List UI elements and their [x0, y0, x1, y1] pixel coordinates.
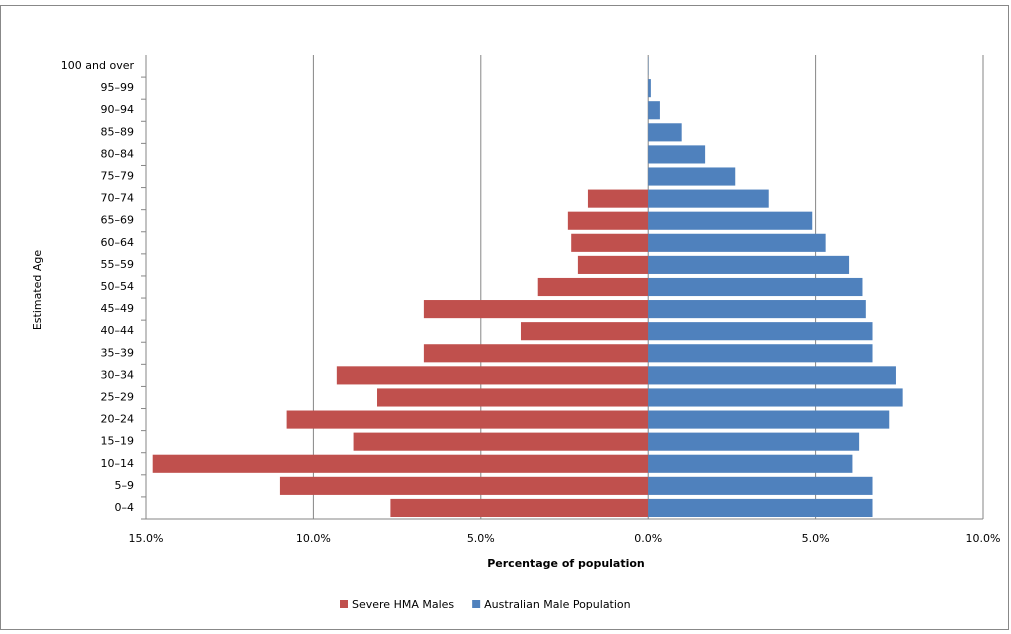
bar — [648, 278, 862, 296]
bar — [648, 212, 812, 230]
y-tick-label: 95–99 — [101, 81, 135, 94]
y-tick-label: 50–54 — [101, 280, 135, 293]
bar — [648, 366, 896, 384]
bar — [538, 278, 648, 296]
bar — [648, 455, 852, 473]
bar — [424, 300, 648, 318]
bar — [287, 411, 649, 429]
y-tick-label: 70–74 — [101, 192, 135, 205]
x-tick-label: 5.0% — [467, 532, 495, 545]
bar — [588, 190, 648, 208]
y-tick-label: 65–69 — [101, 214, 135, 227]
legend-label: Australian Male Population — [484, 598, 630, 611]
y-tick-label: 10–14 — [101, 457, 135, 470]
x-tick-label: 5.0% — [802, 532, 830, 545]
y-tick-label: 55–59 — [101, 258, 135, 271]
y-tick-label: 60–64 — [101, 236, 135, 249]
bar — [648, 411, 889, 429]
bar — [648, 190, 769, 208]
bar — [648, 499, 872, 517]
bar — [648, 79, 651, 97]
bar — [648, 322, 872, 340]
x-tick-label: 10.0% — [966, 532, 1001, 545]
y-tick-label: 80–84 — [101, 147, 135, 160]
bar — [648, 477, 872, 495]
y-tick-label: 15–19 — [101, 435, 135, 448]
y-tick-label: 25–29 — [101, 390, 135, 403]
bar — [648, 388, 902, 406]
bar — [648, 344, 872, 362]
y-tick-label: 40–44 — [101, 324, 135, 337]
bar — [648, 145, 705, 163]
legend-swatch — [340, 600, 348, 608]
bar — [578, 256, 648, 274]
bar — [377, 388, 648, 406]
bar — [648, 300, 866, 318]
bar — [354, 433, 649, 451]
bar — [648, 256, 849, 274]
bar — [648, 123, 681, 141]
x-tick-label: 0.0% — [634, 532, 662, 545]
bar — [521, 322, 648, 340]
bar — [648, 433, 859, 451]
y-tick-label: 45–49 — [101, 302, 135, 315]
y-tick-label: 5–9 — [115, 479, 135, 492]
y-tick-label: 35–39 — [101, 346, 135, 359]
bar — [648, 101, 660, 119]
bar — [280, 477, 648, 495]
y-tick-label: 100 and over — [61, 59, 135, 72]
bar — [153, 455, 649, 473]
bar — [337, 366, 648, 384]
bar — [648, 234, 825, 252]
bar — [568, 212, 648, 230]
bar — [390, 499, 648, 517]
x-axis-title: Percentage of population — [487, 557, 645, 570]
y-tick-label: 30–34 — [101, 368, 135, 381]
x-tick-label: 15.0% — [129, 532, 164, 545]
y-tick-label: 90–94 — [101, 103, 135, 116]
y-tick-label: 20–24 — [101, 413, 135, 426]
x-tick-label: 10.0% — [296, 532, 331, 545]
y-axis-title: Estimated Age — [31, 250, 44, 331]
y-tick-label: 0–4 — [115, 501, 135, 514]
legend-label: Severe HMA Males — [352, 598, 454, 611]
bar — [648, 167, 735, 185]
bar — [424, 344, 648, 362]
bar — [571, 234, 648, 252]
y-tick-label: 75–79 — [101, 170, 135, 183]
legend-swatch — [472, 600, 480, 608]
y-tick-label: 85–89 — [101, 125, 135, 138]
